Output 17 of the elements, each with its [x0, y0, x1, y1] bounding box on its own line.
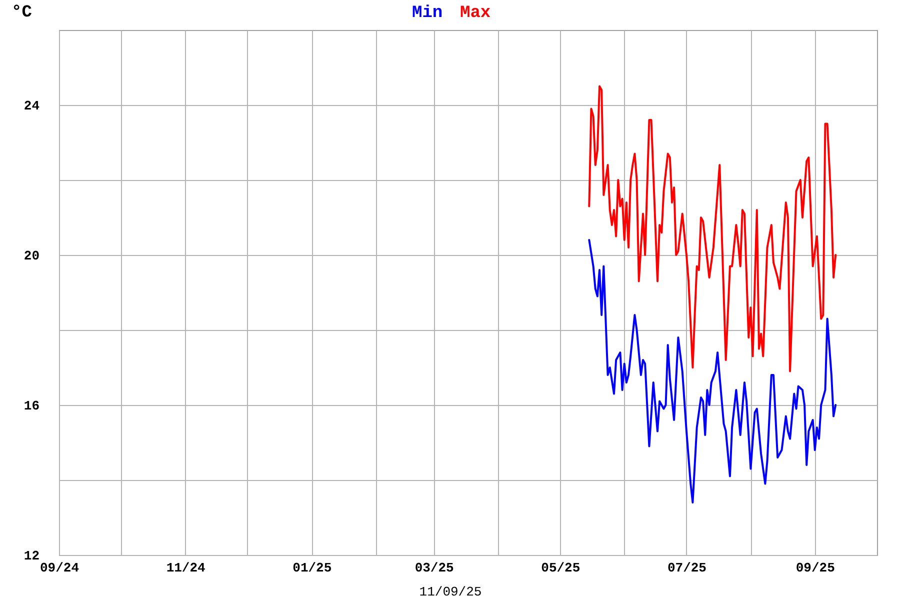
y-tick-label: 24 [24, 98, 40, 114]
y-tick-label: 20 [24, 248, 40, 264]
x-tick-label: 05/25 [541, 560, 580, 576]
y-tick-label: 16 [24, 398, 40, 414]
x-tick-label: 09/24 [40, 560, 80, 576]
text: Min [412, 4, 443, 23]
x-tick-label: 11/24 [166, 560, 206, 576]
line-series [588, 239, 837, 504]
x-axis-title: 11/09/25 [419, 584, 482, 600]
line-series [588, 85, 837, 372]
x-tick-label: 03/25 [414, 560, 454, 576]
y-tick-label: 12 [24, 548, 40, 564]
x-tick-label: 07/25 [667, 560, 707, 576]
x-tick-label: 01/25 [292, 560, 332, 576]
x-tick-label: 09/25 [796, 560, 836, 576]
y-axis-title: °C [12, 4, 32, 22]
text: Max [460, 4, 491, 23]
